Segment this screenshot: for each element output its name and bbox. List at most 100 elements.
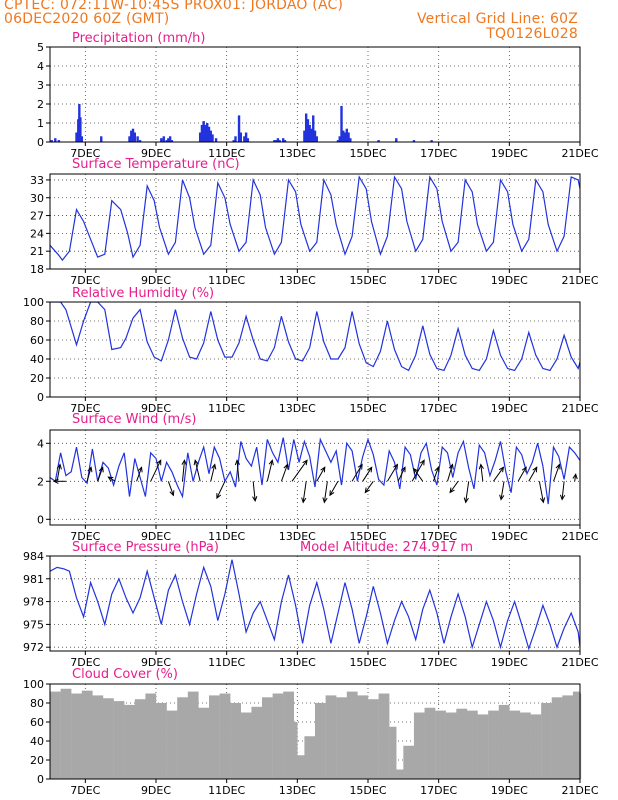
- wind-arrow-head: [181, 459, 187, 466]
- y-tick-label: 24: [30, 227, 44, 240]
- precip-bar: [276, 138, 280, 142]
- temp-title: Surface Temperature (nC): [72, 157, 240, 172]
- precip-bar: [130, 130, 133, 142]
- wind-arrow-shaft: [397, 467, 406, 482]
- precip-bar: [211, 134, 214, 142]
- wind-arrow-head: [98, 466, 104, 473]
- x-tick-label: 11DEC: [208, 402, 245, 415]
- y-tick-label: 0: [37, 136, 44, 149]
- precip-bar: [131, 128, 135, 142]
- x-tick-label: 7DEC: [70, 656, 100, 669]
- wind-arrow-shaft: [465, 481, 470, 503]
- cloud-bar: [124, 704, 135, 779]
- cloud-bar: [509, 710, 521, 779]
- panel-frame: [49, 555, 581, 652]
- cloud-bar: [166, 710, 178, 779]
- y-tick-label: 40: [30, 353, 44, 366]
- wind-arrow-head: [559, 494, 566, 501]
- station-header: CPTEC: 072:11W-10:45S PROX01: JORDAO (AC…: [4, 0, 344, 13]
- wind-arrow-shaft: [561, 481, 565, 500]
- wind-arrow-head: [498, 466, 505, 473]
- x-tick-label: 11DEC: [208, 530, 245, 543]
- x-tick-label: 9DEC: [141, 530, 171, 543]
- x-tick-label: 9DEC: [141, 147, 171, 160]
- x-tick-label: 13DEC: [279, 784, 316, 797]
- wind-arrow-shaft: [86, 467, 92, 482]
- wind-title: Surface Wind (m/s): [72, 412, 196, 427]
- cloud-bar: [240, 712, 252, 779]
- y-tick-label: 60: [30, 716, 44, 729]
- y-tick-label: 60: [30, 334, 44, 347]
- precip-bar: [244, 132, 248, 142]
- wind-arrow-shaft: [97, 467, 104, 482]
- x-tick-label: 15DEC: [349, 147, 386, 160]
- wind-arrow-shaft: [236, 460, 240, 482]
- precip-bar: [310, 128, 313, 142]
- cloud-bar: [262, 697, 273, 779]
- wind-arrow-shaft: [449, 481, 459, 493]
- precip-bar: [342, 130, 345, 142]
- y-tick-label: 978: [23, 596, 44, 609]
- precip-bar: [283, 140, 287, 142]
- wind-arrow-head: [268, 459, 274, 466]
- y-tick-label: 30: [30, 192, 44, 205]
- x-tick-label: 11DEC: [208, 274, 245, 287]
- wind-arrow-head: [211, 463, 217, 470]
- wind-arrow-shaft: [210, 464, 216, 482]
- wind-arrow-head: [357, 463, 363, 470]
- wind-arrow-head: [234, 459, 241, 466]
- panel-frame: [49, 429, 581, 526]
- precip-bar: [198, 132, 202, 142]
- precip-bar: [100, 136, 103, 142]
- precip-bar: [312, 115, 315, 142]
- precip-bar: [430, 140, 433, 142]
- precip-bar: [170, 140, 174, 142]
- series-line-1: [50, 175, 580, 262]
- cloud-bar: [435, 710, 446, 779]
- wind-arrow-head: [322, 497, 328, 504]
- run-date-label: 06DEC2020 60Z (GMT): [4, 11, 170, 27]
- precip-bar: [80, 136, 83, 142]
- cloud-bar: [519, 712, 531, 779]
- cloud-bar: [113, 701, 125, 779]
- precip-bar: [273, 140, 276, 142]
- precip-bar: [336, 140, 340, 142]
- wind-arrow-shaft: [364, 481, 374, 493]
- wind-arrow-shaft: [266, 460, 273, 482]
- precip-bar: [165, 140, 168, 142]
- cloud-bar: [551, 697, 563, 779]
- y-tick-label: 100: [23, 296, 44, 309]
- cloud-bar: [396, 769, 404, 779]
- cloud-bar: [378, 693, 390, 779]
- y-tick-label: 80: [30, 315, 44, 328]
- precip-bar: [345, 128, 348, 142]
- x-tick-label: 15DEC: [349, 784, 386, 797]
- x-tick-label: 21DEC: [561, 530, 598, 543]
- y-tick-label: 981: [23, 573, 44, 586]
- wind-arrow-head: [449, 487, 455, 494]
- precip-bar: [278, 140, 281, 142]
- cloud-bar: [336, 697, 347, 779]
- x-tick-label: 9DEC: [141, 274, 171, 287]
- precip-bar: [202, 121, 205, 142]
- wind-arrow-head: [52, 478, 59, 484]
- precip-bar: [162, 136, 165, 142]
- wind-arrow-head: [283, 463, 289, 470]
- precip-bar: [138, 140, 142, 142]
- model-code-label: TQ0126L028: [486, 26, 578, 42]
- x-tick-label: 19DEC: [491, 784, 528, 797]
- cloud-bar: [572, 691, 581, 779]
- wind-arrow-shaft: [252, 481, 256, 501]
- precip-bar: [209, 130, 212, 142]
- series-line-4: [50, 559, 580, 651]
- x-tick-label: 13DEC: [279, 147, 316, 160]
- cloud-bar: [357, 695, 369, 779]
- wind-arrow-shaft: [182, 460, 185, 482]
- cloud-bar: [156, 703, 167, 779]
- cloud-bar: [134, 699, 146, 779]
- x-tick-label: 17DEC: [420, 402, 457, 415]
- precip-bar: [50, 140, 53, 142]
- x-tick-label: 13DEC: [279, 656, 316, 669]
- x-tick-label: 13DEC: [279, 402, 316, 415]
